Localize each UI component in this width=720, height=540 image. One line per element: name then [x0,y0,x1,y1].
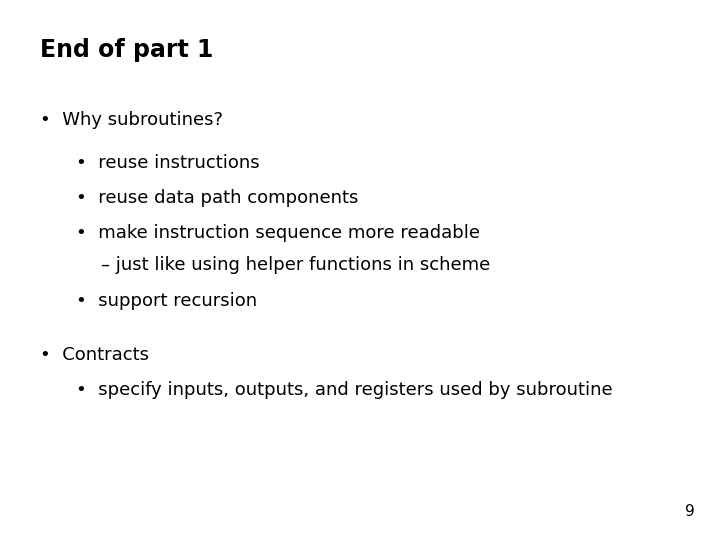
Text: •  make instruction sequence more readable: • make instruction sequence more readabl… [76,224,480,242]
Text: •  support recursion: • support recursion [76,292,257,309]
Text: 9: 9 [685,504,695,519]
Text: •  reuse instructions: • reuse instructions [76,154,259,172]
Text: End of part 1: End of part 1 [40,38,213,62]
Text: •  Contracts: • Contracts [40,346,148,363]
Text: •  specify inputs, outputs, and registers used by subroutine: • specify inputs, outputs, and registers… [76,381,612,399]
Text: – just like using helper functions in scheme: – just like using helper functions in sc… [101,256,490,274]
Text: •  Why subroutines?: • Why subroutines? [40,111,222,129]
Text: •  reuse data path components: • reuse data path components [76,189,358,207]
